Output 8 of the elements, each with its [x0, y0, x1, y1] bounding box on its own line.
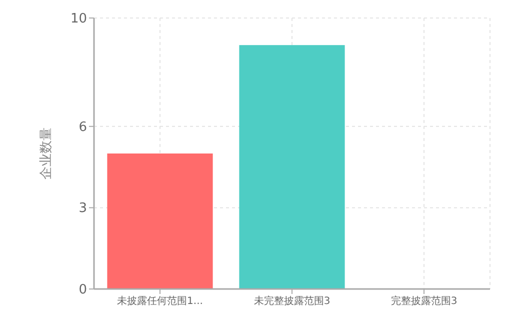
- y-tick-label: 10: [70, 12, 87, 26]
- x-tick-label: 未披露任何范围1...: [117, 295, 203, 307]
- y-tick-label: 6: [78, 120, 87, 135]
- x-tick-label: 未完整披露范围3: [254, 295, 330, 307]
- x-tick-label: 完整披露范围3: [390, 295, 458, 307]
- y-axis-title: 企业数量: [39, 128, 54, 180]
- y-tick-label: 0: [78, 282, 87, 298]
- y-tick-label: 3: [78, 201, 87, 216]
